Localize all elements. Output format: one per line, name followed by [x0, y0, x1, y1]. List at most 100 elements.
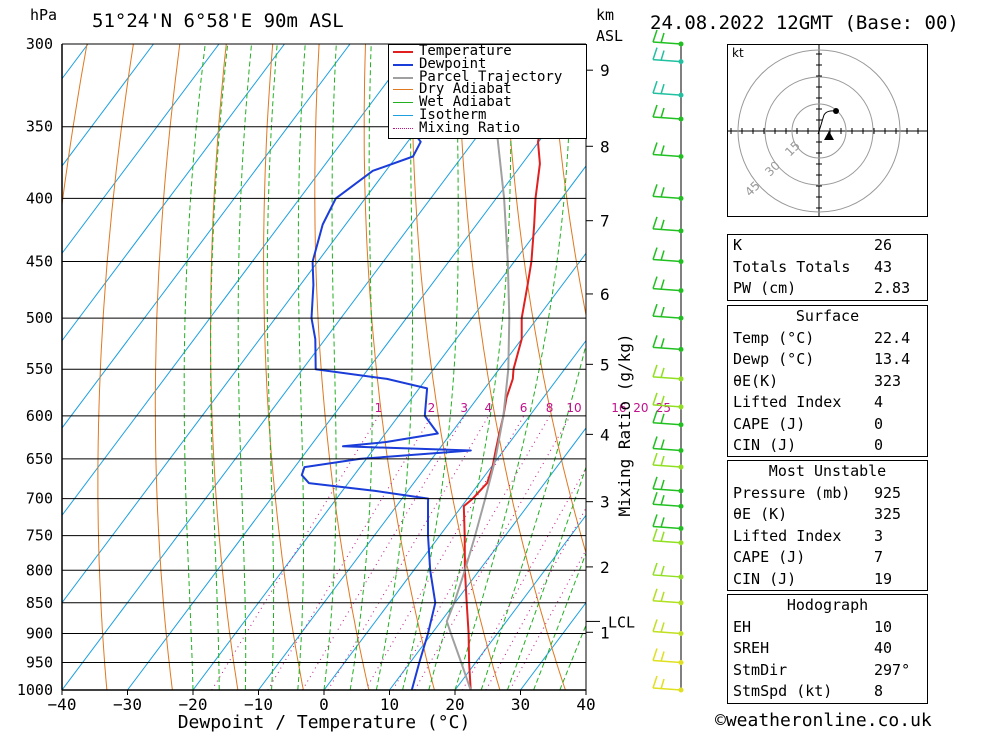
wind-level-dot [678, 59, 684, 65]
wind-barb-flag [660, 479, 665, 491]
wind-level-dot [678, 92, 684, 98]
wind-barb-flag [652, 514, 658, 527]
hodograph-plot: kt 15 30 45 [719, 31, 927, 231]
wind-barb-flag [652, 303, 658, 317]
hodo-sreh: SREH 40 [733, 639, 893, 657]
wind-barb [652, 452, 684, 470]
height-tick-label: 1 [600, 623, 610, 642]
height-tick-label: 6 [600, 285, 610, 304]
pressure-tick-label: 350 [26, 118, 53, 136]
temperature-tick-label: 30 [511, 695, 530, 714]
wet-adiabat-line [375, 44, 413, 690]
series-parcel-trajectory [445, 44, 511, 690]
hodograph-ring-15: 15 [782, 138, 803, 159]
wind-barb-flag [652, 476, 658, 490]
height-tick-label: 9 [600, 61, 610, 80]
isotherm-line [323, 339, 586, 690]
wind-level-dot [678, 687, 684, 693]
surface-title: Surface [795, 307, 860, 325]
wind-barb-flag [660, 187, 665, 198]
wind-barb-flag [660, 678, 665, 690]
pressure-tick-label: 950 [26, 653, 53, 671]
surface-cin: CIN (J) 0 [733, 436, 884, 454]
isotherm-line [62, 44, 351, 429]
wind-barb [652, 184, 684, 201]
wind-barb [652, 619, 684, 636]
wind-level-dot [678, 630, 684, 636]
dry-adiabat-line [210, 44, 239, 690]
wind-barb [652, 528, 684, 546]
dry-adiabat-line [411, 44, 501, 690]
wind-barb [652, 491, 684, 509]
series-temperature [462, 44, 551, 690]
storm-motion-marker [824, 131, 834, 140]
wind-level-dot [678, 259, 684, 265]
wind-barb-staff [652, 600, 682, 604]
wind-level-dot [678, 288, 684, 294]
wind-barb-flag [652, 247, 658, 260]
hodograph-table: Hodograph EH 10 SREH 40 StmDir 297° StmSpd … [727, 594, 928, 704]
wind-barb-flag [652, 216, 658, 230]
surface-cape: CAPE (J) 0 [733, 414, 884, 433]
wind-barb-staff [652, 346, 682, 351]
pressure-tick-label: 300 [26, 35, 53, 53]
wind-barb [652, 80, 684, 98]
wind-barb-flag [652, 276, 658, 289]
isotherm-line [62, 44, 547, 690]
isotherm-line [62, 44, 285, 342]
hodograph-table-title: Hodograph [786, 596, 869, 614]
height-tick-label: 3 [600, 493, 610, 512]
most-unstable-table: Most Unstable Pressure (mb) 925 θE (K) 325… [727, 460, 928, 591]
wind-barb-flag [652, 104, 658, 118]
wind-barb-flag [652, 184, 658, 197]
wet-adiabat-line [349, 44, 373, 690]
mu-cin: CIN (J) 19 [733, 569, 893, 588]
mu-pressure: Pressure (mb) 925 [733, 483, 902, 502]
wet-adiabat-line [237, 44, 253, 690]
pressure-tick-label: 600 [26, 407, 53, 425]
wind-barb-flag [660, 306, 665, 318]
pressure-tick-label: 400 [26, 189, 53, 207]
wind-barb-flag [660, 50, 665, 61]
legend-dewpoint: Dewpoint [389, 57, 586, 71]
wind-level-dot [678, 464, 684, 470]
wind-barb [652, 335, 684, 352]
temperature-tick-label: −30 [113, 695, 142, 714]
hodograph-top-point [833, 108, 839, 114]
wind-barb-flag [652, 562, 658, 576]
wind-barb-flag [660, 32, 665, 44]
wind-barb [652, 675, 684, 693]
wind-barb [652, 303, 684, 321]
dry-adiabat-line [263, 44, 304, 690]
wind-barb-flag [652, 619, 658, 632]
wind-level-dot [678, 488, 684, 494]
wind-barb [652, 29, 684, 47]
wind-level-dot [678, 116, 684, 122]
temperature-tick-label: 0 [319, 695, 329, 714]
wind-barb-staff [652, 92, 682, 96]
wind-barb-staff [652, 525, 682, 530]
x-axis-title: Dewpoint / Temperature (°C) [178, 712, 471, 733]
plot-frame [61, 44, 600, 695]
wet-adiabat-line [297, 44, 306, 690]
isotherm-line [258, 252, 586, 690]
footer-credit: ©weatheronline.co.uk [715, 710, 932, 731]
temperature-tick-label: −10 [244, 695, 273, 714]
pressure-tick-label: 850 [26, 594, 53, 612]
chart-legend: Temperature Dewpoint Parcel Trajectory D… [388, 44, 587, 139]
wind-barb-flag [652, 335, 658, 348]
wind-barb-flag [660, 107, 665, 119]
wind-barb-flag [660, 565, 665, 577]
temperature-tick-label: −40 [48, 695, 77, 714]
wind-barb-flag [660, 531, 665, 542]
surface-temp: Temp (°C) 22.4 [733, 328, 911, 347]
wind-barb-staff [652, 540, 682, 544]
lcl-label: LCL [608, 613, 635, 631]
wet-adiabat-line [210, 44, 229, 690]
wind-barb [652, 410, 684, 428]
wind-barb-staff [652, 574, 682, 578]
wind-barb [652, 476, 684, 494]
wet-adiabat-line [533, 551, 586, 690]
wind-barb-flag [652, 648, 658, 661]
